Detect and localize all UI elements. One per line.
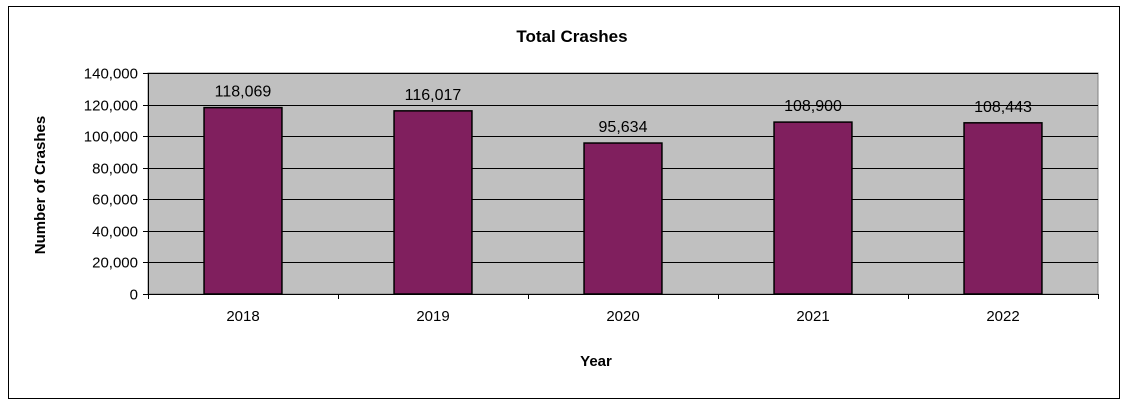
data-label-2018: 118,069	[215, 84, 272, 101]
bar-2019	[393, 110, 473, 295]
x-axis-label: Year	[580, 353, 612, 370]
y-axis-label: Number of Crashes	[32, 116, 49, 254]
data-label-2019: 116,017	[405, 87, 462, 104]
bar-2021	[773, 121, 853, 295]
x-tick-label-2020: 2020	[606, 308, 639, 325]
y-tick-label: 40,000	[92, 224, 138, 241]
y-tick-label: 80,000	[92, 161, 138, 178]
bar-2022	[963, 122, 1043, 295]
chart-title: Total Crashes	[516, 27, 627, 46]
x-tick-label-2022: 2022	[986, 308, 1019, 325]
y-tick-label: 0	[130, 287, 138, 304]
y-tick-label: 60,000	[92, 192, 138, 209]
bar-chart: Total Crashes Number of Crashes Year 0 20…	[32, 27, 1099, 370]
chart-frame: Total Crashes Number of Crashes Year 0 20…	[8, 6, 1120, 399]
bar-2020	[583, 142, 663, 295]
x-tick-label-2021: 2021	[796, 308, 829, 325]
data-label-2021: 108,900	[784, 98, 842, 115]
bar-2018	[203, 106, 283, 295]
y-tick-label: 120,000	[84, 98, 138, 115]
y-tick-label: 140,000	[84, 66, 138, 83]
y-tick-label: 100,000	[84, 129, 138, 146]
x-tick-label-2018: 2018	[226, 308, 259, 325]
x-tick-label-2019: 2019	[416, 308, 449, 325]
y-tick-label: 20,000	[92, 255, 138, 272]
data-label-2022: 108,443	[974, 99, 1032, 116]
data-label-2020: 95,634	[599, 119, 648, 136]
plot-area: 0 20,000 40,000 60,000 80,000 100,000 120,000 1…	[84, 66, 1099, 325]
